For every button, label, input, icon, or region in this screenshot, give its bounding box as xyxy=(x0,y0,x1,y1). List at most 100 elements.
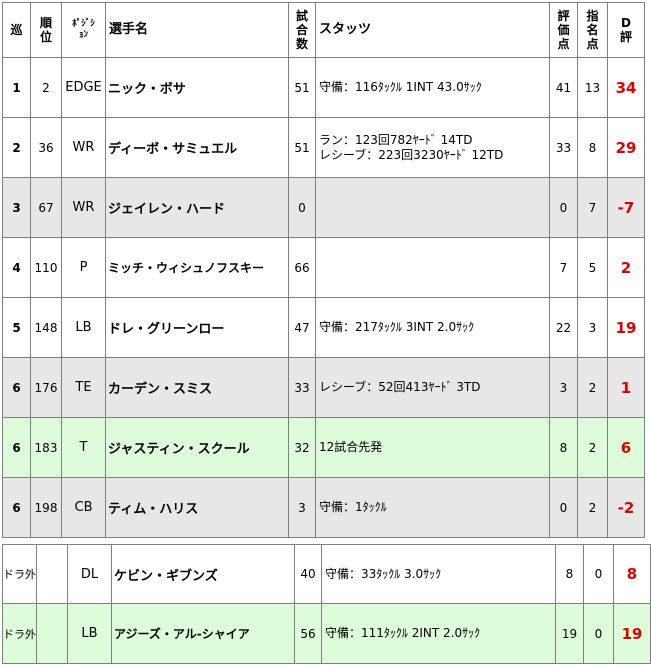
d-rating-cell: -7 xyxy=(607,177,645,238)
pick-points-cell: 2 xyxy=(577,417,608,478)
rank-cell: 110 xyxy=(30,237,62,298)
header-position: ﾎﾟｼﾞｼ ｮﾝ xyxy=(61,2,106,58)
rank-cell: 183 xyxy=(30,417,62,478)
player-name-cell: ミッチ・ウィシュノフスキー xyxy=(105,237,289,298)
pick-points-cell: 5 xyxy=(577,237,608,298)
rank-cell: 67 xyxy=(30,177,62,238)
round-cell: ドラ外 xyxy=(2,544,37,604)
rating-cell: 22 xyxy=(549,297,578,358)
d-rating-cell: 1 xyxy=(607,357,645,418)
player-name-cell: ドレ・グリーンロー xyxy=(105,297,289,358)
pick-points-cell: 3 xyxy=(577,297,608,358)
stats-line: 守備：33ﾀｯｸﾙ 3.0ｻｯｸ xyxy=(325,566,442,581)
table-row: 1 2 EDGE ニック・ボサ 51 守備：116ﾀｯｸﾙ 1INT 43.0ｻｯｸ 41 1… xyxy=(2,57,645,118)
rating-cell: 41 xyxy=(549,57,578,118)
position-cell: P xyxy=(61,237,106,298)
d-rating-cell: 19 xyxy=(613,603,651,664)
stats-cell xyxy=(315,177,550,238)
stats-line: レシーブ：52回413ﾔｰﾄﾞ 3TD xyxy=(319,380,481,394)
table-row: 4 110 P ミッチ・ウィシュノフスキー 66 7 5 2 xyxy=(2,237,645,298)
round-cell: 4 xyxy=(2,237,31,298)
stats-line: 守備：116ﾀｯｸﾙ 1INT 43.0ｻｯｸ xyxy=(319,80,482,94)
stats-cell: 守備：1ﾀｯｸﾙ xyxy=(315,477,550,538)
stats-cell: 守備：116ﾀｯｸﾙ 1INT 43.0ｻｯｸ xyxy=(315,57,550,118)
round-cell: 1 xyxy=(2,57,31,118)
games-cell: 0 xyxy=(288,177,316,238)
d-rating-cell: -2 xyxy=(607,477,645,538)
round-cell: 2 xyxy=(2,117,31,178)
d-rating-cell: 2 xyxy=(607,237,645,298)
position-cell: WR xyxy=(61,177,106,238)
round-cell: 6 xyxy=(2,417,31,478)
games-cell: 3 xyxy=(288,477,316,538)
pick-points-cell: 0 xyxy=(583,544,614,604)
rank-cell: 176 xyxy=(30,357,62,418)
rating-cell: 3 xyxy=(549,357,578,418)
player-name-cell: ケビン・ギブンズ xyxy=(111,544,295,604)
position-cell: LB xyxy=(67,603,112,664)
rank-cell: 36 xyxy=(30,117,62,178)
player-name-cell: ジャスティン・スクール xyxy=(105,417,289,478)
stats-cell: 守備：111ﾀｯｸﾙ 2INT 2.0ｻｯｸ xyxy=(321,603,556,664)
position-cell: WR xyxy=(61,117,106,178)
pick-points-cell: 0 xyxy=(583,603,614,664)
stats-line: 12試合先発 xyxy=(319,440,383,454)
table-row: 6 183 T ジャスティン・スクール 32 12試合先発 8 2 6 xyxy=(2,417,645,478)
games-cell: 51 xyxy=(288,57,316,118)
rank-cell xyxy=(36,544,68,604)
stats-line: 守備：111ﾀｯｸﾙ 2INT 2.0ｻｯｸ xyxy=(325,626,481,640)
d-rating-cell: 34 xyxy=(607,57,645,118)
position-cell: EDGE xyxy=(61,57,106,118)
header-rating: 評価点 xyxy=(549,2,578,58)
header-round: 巡 xyxy=(2,2,31,58)
stats-cell: 12試合先発 xyxy=(315,417,550,478)
player-name-cell: ディーボ・サミュエル xyxy=(105,117,289,178)
games-cell: 56 xyxy=(294,603,322,664)
stats-line: レシーブ：223回3230ﾔｰﾄﾞ 12TD xyxy=(319,147,504,162)
undrafted-row: ドラ外 LB アジーズ・アル-シャイア 56 守備：111ﾀｯｸﾙ 2INT 2.0ｻｯ… xyxy=(2,603,651,664)
header-pick-points: 指名点 xyxy=(577,2,608,58)
d-rating-cell: 8 xyxy=(613,544,651,604)
games-cell: 66 xyxy=(288,237,316,298)
d-rating-cell: 19 xyxy=(607,297,645,358)
table-row: 6 176 TE カーデン・スミス 33 レシーブ：52回413ﾔｰﾄﾞ 3TD 3 2 1 xyxy=(2,357,645,418)
header-rank: 順位 xyxy=(30,2,62,58)
player-name-cell: カーデン・スミス xyxy=(105,357,289,418)
stats-line: 守備：1ﾀｯｸﾙ xyxy=(319,500,387,514)
rank-cell xyxy=(36,603,68,664)
position-cell: CB xyxy=(61,477,106,538)
rating-cell: 7 xyxy=(549,237,578,298)
rating-cell: 8 xyxy=(555,544,584,604)
pick-points-cell: 7 xyxy=(577,177,608,238)
stats-line: 守備：217ﾀｯｸﾙ 3INT 2.0ｻｯｸ xyxy=(319,320,475,334)
pick-points-cell: 2 xyxy=(577,477,608,538)
d-rating-cell: 29 xyxy=(607,117,645,178)
games-cell: 51 xyxy=(288,117,316,178)
rating-cell: 0 xyxy=(549,177,578,238)
round-cell: 3 xyxy=(2,177,31,238)
undrafted-table: ドラ外 DL ケビン・ギブンズ 40 守備：33ﾀｯｸﾙ 3.0ｻｯｸ 8 0 8 ドラ外 LB ア… xyxy=(2,544,651,664)
rank-cell: 2 xyxy=(30,57,62,118)
stats-cell: ラン：123回782ﾔｰﾄﾞ 14TD レシーブ：223回3230ﾔｰﾄﾞ 12T… xyxy=(315,117,550,178)
position-cell: LB xyxy=(61,297,106,358)
table-row: 5 148 LB ドレ・グリーンロー 47 守備：217ﾀｯｸﾙ 3INT 2.0ｻｯｸ 2… xyxy=(2,297,645,358)
undrafted-row: ドラ外 DL ケビン・ギブンズ 40 守備：33ﾀｯｸﾙ 3.0ｻｯｸ 8 0 8 xyxy=(2,544,651,604)
stats-cell: 守備：33ﾀｯｸﾙ 3.0ｻｯｸ xyxy=(321,544,556,604)
header-games: 試合数 xyxy=(288,2,316,58)
position-cell: T xyxy=(61,417,106,478)
rating-cell: 0 xyxy=(549,477,578,538)
header-stats: スタッツ xyxy=(315,2,550,58)
pick-points-cell: 13 xyxy=(577,57,608,118)
stats-cell: 守備：217ﾀｯｸﾙ 3INT 2.0ｻｯｸ xyxy=(315,297,550,358)
stats-cell xyxy=(315,237,550,298)
round-cell: ドラ外 xyxy=(2,603,37,664)
stats-line: ラン：123回782ﾔｰﾄﾞ 14TD xyxy=(319,132,473,147)
rating-cell: 19 xyxy=(555,603,584,664)
rank-cell: 148 xyxy=(30,297,62,358)
pick-points-cell: 8 xyxy=(577,117,608,178)
rank-cell: 198 xyxy=(30,477,62,538)
player-name-cell: ニック・ボサ xyxy=(105,57,289,118)
d-rating-cell: 6 xyxy=(607,417,645,478)
round-cell: 6 xyxy=(2,477,31,538)
